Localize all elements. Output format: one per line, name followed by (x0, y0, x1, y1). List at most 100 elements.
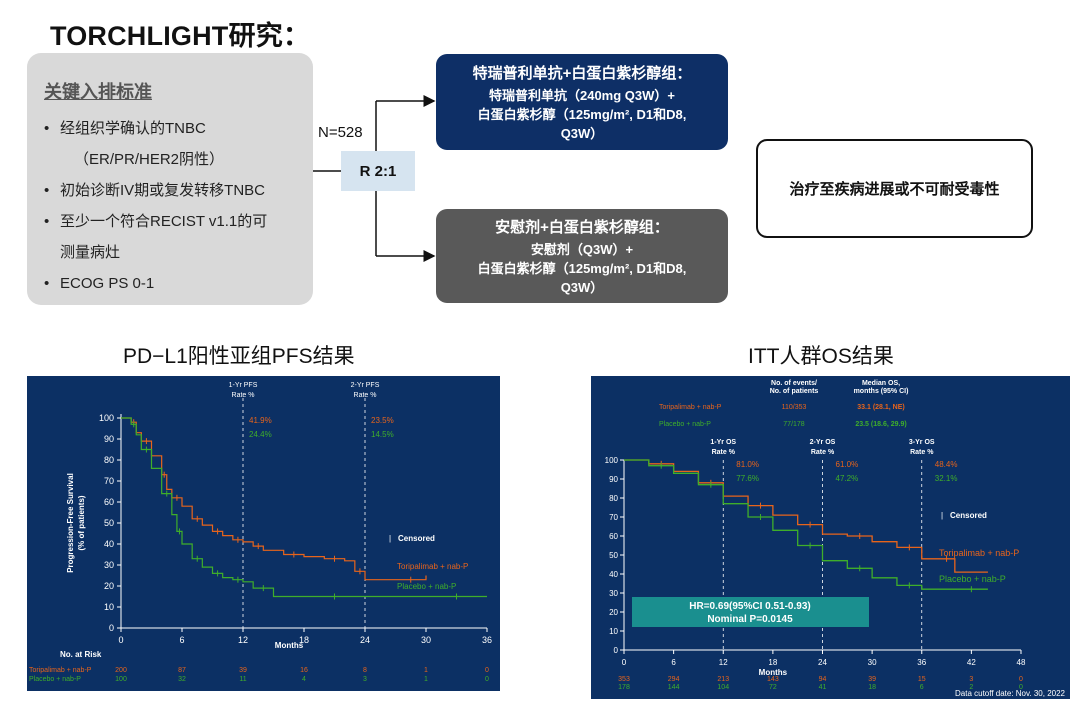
at-risk-value: 104 (717, 684, 729, 691)
y-axis-label: Progression-Free Survival (66, 473, 75, 573)
os-chart-title: ITT人群OS结果 (748, 345, 894, 368)
at-risk-value: 144 (668, 684, 680, 691)
y-tick-label: 0 (109, 623, 114, 633)
criteria-heading: 关键入排标准 (44, 82, 152, 102)
at-risk-value: 143 (767, 676, 779, 683)
data-cutoff-footnote: Data cutoff date: Nov. 30, 2022 (955, 689, 1066, 698)
flow-connectors (313, 95, 436, 262)
milestone-tori-value: 48.4% (935, 460, 958, 469)
at-risk-value: 200 (115, 667, 127, 674)
x-axis-label: Months (759, 668, 788, 677)
arm-b-line: Q3W） (560, 279, 604, 295)
at-risk-value: 8 (363, 667, 367, 674)
at-risk-value: 2 (969, 684, 973, 691)
randomization-box: R 2:1 (341, 151, 415, 191)
milestone-label: Rate % (910, 449, 934, 456)
x-tick-label: 24 (360, 635, 370, 645)
header-median: 33.1 (28.1, NE) (857, 404, 904, 411)
y-tick-label: 50 (104, 518, 114, 528)
at-risk-value: 1 (424, 667, 428, 674)
header-events: 77/178 (783, 421, 805, 428)
milestone-label: 1-Yr OS (710, 439, 736, 446)
arm-placebo: 安慰剂+白蛋白紫杉醇组： 安慰剂（Q3W）+ 白蛋白紫杉醇（125mg/m², … (436, 209, 728, 303)
y-tick-label: 60 (609, 532, 618, 541)
y-tick-label: 90 (104, 434, 114, 444)
y-tick-label: 90 (609, 475, 618, 484)
criteria-item: 经组织学确认的TNBC (44, 113, 309, 144)
y-tick-label: 70 (104, 476, 114, 486)
at-risk-value: 16 (300, 667, 308, 674)
x-tick-label: 0 (622, 658, 627, 667)
pfs-chart-panel: 0 10 20 30 40 50 60 70 80 90 100 0 6 12 18 24 30 36 Months… (27, 376, 500, 691)
y-tick-label: 30 (104, 560, 114, 570)
y-tick-label: 40 (104, 539, 114, 549)
at-risk-value: 3 (969, 676, 973, 683)
at-risk-value: 87 (178, 667, 186, 674)
arm-b-line: 白蛋白紫杉醇（125mg/m², D1和D8, (477, 260, 687, 276)
arm-a-line: 白蛋白紫杉醇（125mg/m², D1和D8, (477, 106, 687, 122)
x-tick-label: 6 (671, 658, 676, 667)
x-tick-label: 24 (818, 658, 827, 667)
milestone-placebo-value: 47.2% (836, 474, 859, 483)
y-tick-label: 80 (104, 455, 114, 465)
os-chart-panel: No. of events/No. of patients Median OS, m… (591, 376, 1070, 699)
milestone-label: 1-Yr PFS (229, 382, 258, 389)
arm-a-title: 特瑞普利单抗+白蛋白紫杉醇组： (472, 64, 692, 82)
at-risk-value: 15 (918, 676, 926, 683)
censored-legend-mark: | (941, 511, 943, 520)
y-tick-label: 10 (609, 627, 618, 636)
at-risk-value: 32 (178, 676, 186, 683)
at-risk-value: 353 (618, 676, 630, 683)
milestone-placebo-value: 77.6% (736, 474, 759, 483)
criteria-item: ECOG PS 0-1 (44, 268, 309, 299)
legend-toripalimab: Toripalimab + nab-P (397, 562, 468, 571)
sample-size-label: N=528 (318, 124, 363, 141)
y-tick-label: 70 (609, 513, 618, 522)
km-curve-toripalimab (624, 459, 988, 573)
header-row-label: Toripalimab + nab-P (659, 404, 722, 411)
at-risk-value: 3 (363, 676, 367, 683)
os-chart: No. of events/No. of patients Median OS,m… (605, 380, 1066, 698)
at-risk-value: 11 (239, 676, 246, 683)
milestone-tori-value: 41.9% (249, 416, 272, 425)
milestone-label: 3-Yr OS (909, 439, 935, 446)
y-tick-label: 50 (609, 551, 618, 560)
y-tick-label: 40 (609, 570, 618, 579)
milestone-label: 2-Yr OS (810, 439, 836, 446)
page-title: TORCHLIGHT研究： (50, 21, 311, 51)
at-risk-row-label: Placebo + nab-P (29, 676, 81, 683)
legend-placebo: Placebo + nab-P (939, 574, 1006, 584)
at-risk-value: 39 (868, 676, 876, 683)
at-risk-heading: No. at Risk (60, 650, 102, 659)
arm-a-line: 特瑞普利单抗（240mg Q3W）+ (488, 87, 675, 103)
y-tick-label: 20 (104, 581, 114, 591)
milestone-label: Rate % (811, 449, 835, 456)
at-risk-value: 0 (485, 676, 489, 683)
milestone-tori-value: 81.0% (736, 460, 759, 469)
at-risk-value: 100 (115, 676, 127, 683)
hr-box (632, 597, 869, 627)
x-tick-label: 42 (967, 658, 976, 667)
milestone-label: 2-Yr PFS (351, 382, 380, 389)
criteria-item-cont: 测量病灶 (60, 244, 121, 261)
km-curve-toripalimab (121, 417, 427, 581)
criteria-item-sub: （ER/PR/HER2阴性） (74, 151, 225, 168)
at-risk-value: 6 (920, 684, 924, 691)
milestone-label: Rate % (354, 392, 377, 399)
at-risk-value: 94 (819, 676, 827, 683)
arm-b-line: 安慰剂（Q3W）+ (530, 241, 634, 257)
header-col1: No. of patients (770, 388, 819, 395)
at-risk-value: 178 (618, 684, 630, 691)
x-tick-label: 12 (719, 658, 728, 667)
y-tick-label: 0 (614, 646, 619, 655)
y-tick-label: 80 (609, 494, 618, 503)
x-tick-label: 12 (238, 635, 248, 645)
censored-legend: Censored (950, 511, 987, 520)
milestone-tori-value: 61.0% (836, 460, 859, 469)
header-row-label: Placebo + nab-P (659, 421, 711, 428)
header-median: 23.5 (18.6, 29.9) (855, 421, 906, 428)
arm-a-line: Q3W） (560, 125, 604, 141)
header-col2: Median OS, (862, 380, 900, 387)
x-tick-label: 6 (179, 635, 184, 645)
milestone-tori-value: 23.5% (371, 416, 394, 425)
